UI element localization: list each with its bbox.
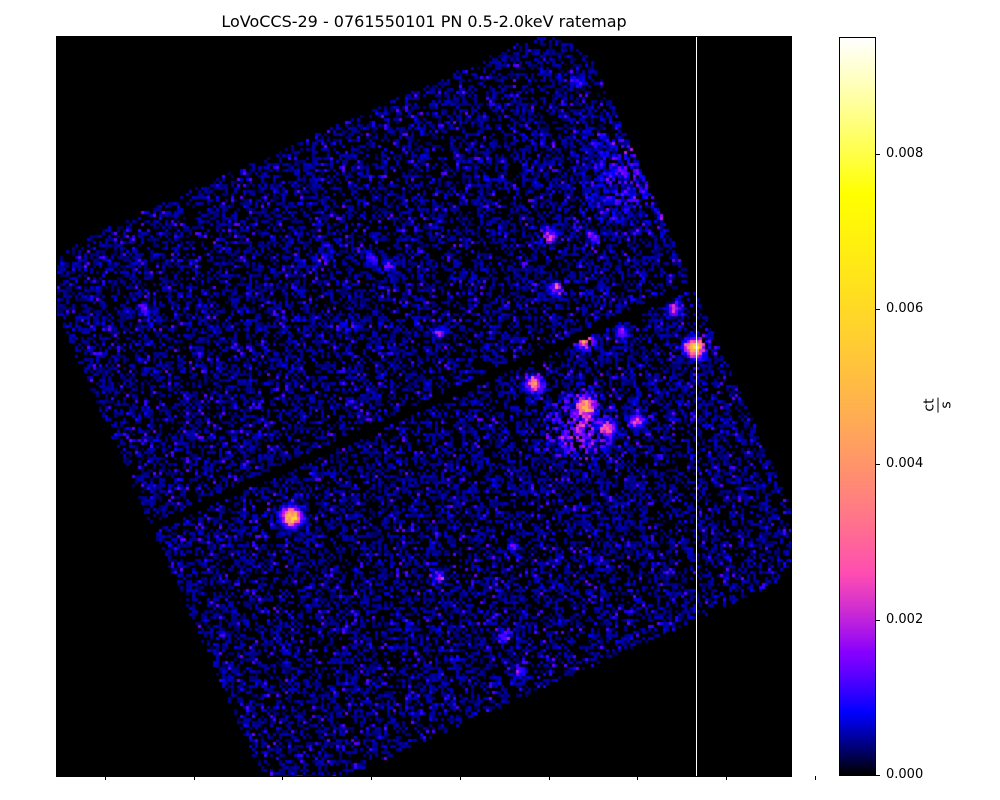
colorbar-tick-label: 0.008 [886, 146, 924, 161]
colorbar-tick-mark [876, 775, 880, 776]
x-axis-tick [193, 776, 195, 780]
x-axis-tick [282, 776, 284, 780]
x-axis-tick [637, 776, 639, 780]
colorbar-tick-label: 0.002 [886, 612, 924, 627]
x-axis-ticks [57, 776, 816, 782]
colorbar-label: ct s [921, 397, 955, 413]
colorbar-tick-mark [876, 620, 880, 621]
ratemap-heatmap [57, 37, 791, 776]
colorbar [839, 37, 876, 776]
colorbar-tick-label: 0.006 [886, 301, 924, 316]
colorbar-label-denominator: s [938, 401, 955, 409]
colorbar-tick-mark [876, 309, 880, 310]
x-axis-tick [105, 776, 106, 780]
chart-title: LoVoCCS-29 - 0761550101 PN 0.5-2.0keV ra… [221, 12, 627, 31]
x-axis-tick [371, 776, 373, 780]
ratemap-image[interactable] [56, 36, 792, 777]
x-axis-tick [548, 776, 550, 780]
colorbar-tick-label: 0.004 [886, 456, 924, 471]
colorbar-ticks: 0.008 0.006 0.004 0.002 0.000 [876, 37, 966, 782]
colorbar-label-numerator: ct [921, 397, 939, 413]
x-axis-tick [459, 776, 461, 780]
x-axis-tick [814, 776, 816, 780]
vertical-marker-line [696, 37, 697, 776]
colorbar-tick-mark [876, 154, 880, 155]
x-axis-tick [725, 776, 727, 780]
colorbar-tick-label: 0.000 [886, 767, 924, 782]
colorbar-tick-mark [876, 464, 880, 465]
